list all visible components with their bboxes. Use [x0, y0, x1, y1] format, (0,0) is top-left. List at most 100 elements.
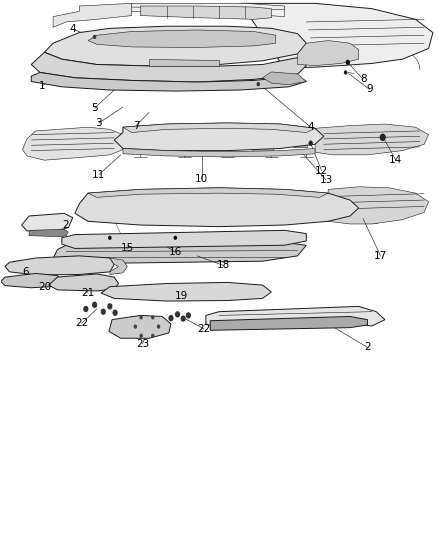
Circle shape: [380, 134, 386, 141]
Polygon shape: [297, 41, 359, 66]
Polygon shape: [123, 149, 315, 157]
Ellipse shape: [383, 198, 400, 214]
Polygon shape: [21, 213, 73, 231]
Ellipse shape: [241, 203, 258, 211]
Ellipse shape: [385, 200, 398, 211]
Polygon shape: [210, 317, 367, 330]
Ellipse shape: [229, 286, 244, 298]
Polygon shape: [132, 3, 285, 17]
Polygon shape: [141, 6, 272, 19]
Ellipse shape: [133, 286, 148, 298]
Polygon shape: [114, 123, 324, 151]
Polygon shape: [53, 241, 306, 264]
Polygon shape: [1, 273, 62, 288]
Polygon shape: [31, 72, 306, 91]
Ellipse shape: [172, 133, 196, 145]
Bar: [252, 144, 273, 151]
Text: 10: 10: [195, 174, 208, 184]
Ellipse shape: [216, 133, 240, 145]
Polygon shape: [149, 59, 219, 66]
Polygon shape: [49, 274, 119, 291]
Ellipse shape: [84, 262, 92, 269]
Polygon shape: [109, 316, 171, 338]
Circle shape: [157, 325, 160, 329]
Text: 12: 12: [315, 166, 328, 176]
Text: 7: 7: [133, 120, 139, 131]
Text: 3: 3: [95, 118, 102, 128]
Text: 2: 2: [62, 220, 69, 230]
Ellipse shape: [158, 203, 175, 211]
Text: 23: 23: [136, 338, 149, 349]
Ellipse shape: [277, 203, 292, 211]
Circle shape: [186, 312, 191, 319]
Circle shape: [134, 325, 137, 329]
Polygon shape: [110, 258, 127, 274]
Text: 11: 11: [92, 169, 106, 180]
Bar: [134, 144, 155, 151]
Circle shape: [346, 60, 350, 65]
Ellipse shape: [20, 277, 33, 285]
Circle shape: [101, 309, 106, 315]
Ellipse shape: [18, 262, 26, 269]
Ellipse shape: [175, 134, 193, 143]
Text: 4: 4: [307, 122, 314, 132]
Polygon shape: [62, 230, 306, 248]
Circle shape: [168, 315, 173, 321]
Polygon shape: [44, 26, 306, 66]
Circle shape: [108, 236, 112, 240]
Ellipse shape: [181, 286, 196, 298]
Bar: [348, 208, 361, 219]
Polygon shape: [101, 282, 272, 301]
Ellipse shape: [237, 201, 261, 213]
Polygon shape: [22, 127, 123, 160]
Text: 19: 19: [175, 290, 188, 301]
Ellipse shape: [274, 201, 295, 213]
Circle shape: [139, 334, 143, 338]
Polygon shape: [206, 306, 385, 329]
Circle shape: [151, 334, 155, 338]
Ellipse shape: [139, 321, 155, 333]
Circle shape: [257, 82, 260, 86]
Text: 8: 8: [360, 75, 367, 84]
Ellipse shape: [202, 203, 219, 211]
Circle shape: [93, 35, 96, 39]
Ellipse shape: [219, 134, 237, 143]
Circle shape: [113, 310, 118, 316]
Polygon shape: [263, 72, 306, 85]
Text: 18: 18: [217, 261, 230, 270]
Ellipse shape: [198, 201, 222, 213]
Text: 17: 17: [374, 251, 387, 261]
Polygon shape: [29, 229, 68, 237]
Polygon shape: [315, 124, 428, 155]
Ellipse shape: [36, 262, 44, 269]
Bar: [366, 214, 377, 223]
Text: 20: 20: [38, 282, 51, 292]
Ellipse shape: [120, 201, 144, 213]
Circle shape: [139, 315, 143, 319]
Text: 22: 22: [75, 318, 88, 328]
Ellipse shape: [136, 133, 162, 146]
Text: 15: 15: [121, 244, 134, 253]
Polygon shape: [88, 188, 328, 197]
Polygon shape: [123, 123, 315, 133]
Ellipse shape: [135, 318, 159, 335]
Text: 14: 14: [389, 155, 403, 165]
Circle shape: [344, 70, 347, 75]
Ellipse shape: [123, 203, 140, 211]
Ellipse shape: [74, 279, 85, 287]
Bar: [293, 131, 307, 148]
Polygon shape: [31, 52, 306, 82]
Ellipse shape: [258, 134, 276, 143]
Circle shape: [151, 315, 155, 319]
Ellipse shape: [139, 134, 159, 144]
Bar: [127, 131, 141, 148]
Text: 22: 22: [197, 324, 210, 334]
Polygon shape: [5, 256, 114, 275]
Polygon shape: [328, 187, 428, 224]
Polygon shape: [75, 188, 359, 227]
Polygon shape: [241, 3, 433, 68]
Text: 6: 6: [23, 267, 29, 277]
Circle shape: [173, 236, 177, 240]
Text: 2: 2: [364, 342, 371, 352]
Ellipse shape: [255, 133, 279, 145]
